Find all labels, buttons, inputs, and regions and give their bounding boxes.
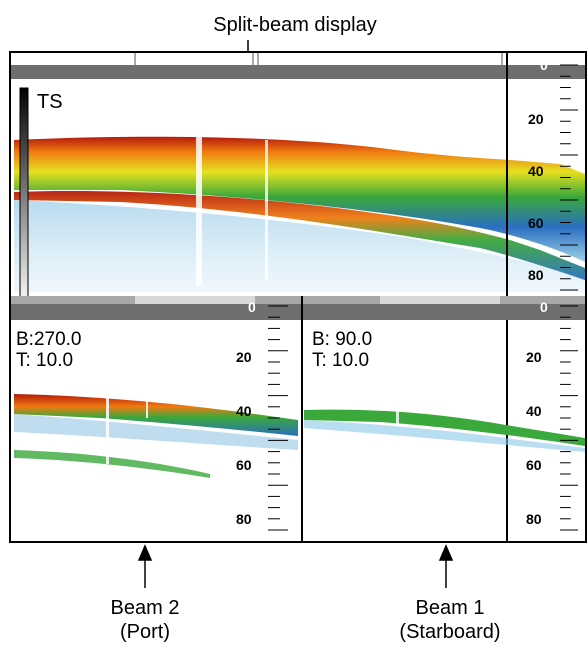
mid-bar-light [11,296,585,304]
depth-top-80: 80 [528,267,544,283]
beam2-name: Beam 2 [110,597,180,619]
depth-scale-starboard [560,305,578,531]
depth-scale-port [268,305,288,531]
beam1-label: Beam 1 (Starboard) [360,596,540,644]
depth-stbd-60: 60 [526,457,542,473]
beam2-label: Beam 2 (Port) [60,596,230,644]
depth-top-0: 0 [540,57,548,73]
ts-color-scale [19,87,29,309]
depth-top-60: 60 [528,215,544,231]
depth-port-0: 0 [248,299,256,315]
split-beam-display-label: Split-beam display [213,14,377,36]
mid-bar-dark [11,304,585,320]
starboard-bearing: B: 90.0 [312,329,372,350]
port-tilt: T: 10.0 [16,350,73,371]
depth-stbd-40: 40 [526,403,542,419]
port-bearing: B:270.0 [16,329,82,350]
split-beam-echogram [14,136,585,292]
depth-stbd-80: 80 [526,511,542,527]
depth-port-60: 60 [236,457,252,473]
top-ticks [134,53,503,65]
port-echogram [14,394,298,478]
depth-stbd-0: 0 [540,299,548,315]
depth-top-20: 20 [528,111,544,127]
beam2-side: (Port) [120,621,170,643]
depth-port-20: 20 [236,349,252,365]
beam1-name: Beam 1 [415,597,485,619]
depth-port-80: 80 [236,511,252,527]
beam1-side: (Starboard) [399,621,501,643]
depth-scale-top [560,64,578,291]
depth-port-40: 40 [236,403,252,419]
starboard-echogram [304,409,585,452]
top-header-bar [11,65,585,79]
starboard-tilt: T: 10.0 [312,350,369,371]
depth-stbd-20: 20 [526,349,542,365]
ts-label: TS [37,91,63,113]
depth-top-40: 40 [528,163,544,179]
